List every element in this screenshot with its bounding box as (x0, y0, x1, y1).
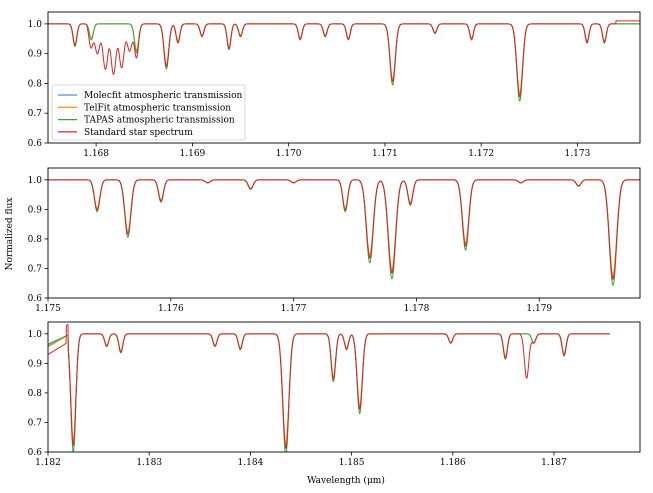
legend-label-telfit: TelFit atmospheric transmission (84, 103, 231, 113)
legend-label-molecfit: Molecfit atmospheric transmission (84, 91, 243, 101)
x-tick-label: 1.186 (440, 458, 466, 468)
x-tick-label: 1.173 (565, 149, 591, 159)
x-tick-label: 1.177 (281, 304, 307, 314)
series-molecfit-line (48, 333, 610, 447)
y-tick-label: 0.7 (28, 264, 43, 274)
series-star-line (48, 324, 610, 449)
y-axis-label: Normalized flux (5, 198, 15, 271)
y-tick-label: 0.8 (28, 389, 43, 399)
x-tick-label: 1.178 (404, 304, 430, 314)
y-tick-label: 0.9 (28, 359, 43, 369)
legend-label-tapas: TAPAS atmospheric transmission (84, 116, 235, 126)
legend-label-star: Standard star spectrum (84, 128, 193, 138)
series-telfit-line (48, 23, 640, 94)
panel-middle: 1.175 1.176 1.177 1.178 1.179 0.6 0.7 0.8 0.9 1.0 (28, 167, 641, 314)
panel-bottom: 1.182 1.183 1.184 1.185 1.186 1.187 0.6 0.7 0.8 0… (28, 321, 641, 468)
plot-frame (47, 321, 641, 453)
x-tick-label: 1.185 (339, 458, 365, 468)
x-tick-label: 1.168 (83, 149, 109, 159)
series-molecfit-line (48, 179, 640, 278)
panel-top: 1.168 1.169 1.170 1.171 1.172 1.173 0.6 0.7 0.8 0… (28, 11, 641, 159)
x-tick-label: 1.182 (35, 458, 61, 468)
y-tick-label: 1.0 (28, 20, 43, 30)
legend-box (51, 84, 246, 141)
x-tick-label: 1.169 (180, 149, 206, 159)
y-tick-label: 0.6 (28, 139, 43, 149)
y-tick-label: 0.9 (28, 205, 43, 215)
y-tick-label: 0.8 (28, 79, 43, 89)
legend: Molecfit atmospheric transmission TelFit … (51, 84, 246, 141)
x-tick-label: 1.187 (541, 458, 567, 468)
series-tapas-line (48, 333, 610, 452)
series-tapas-line (48, 179, 640, 286)
x-tick-label: 1.171 (372, 149, 398, 159)
x-tick-label: 1.175 (35, 304, 61, 314)
x-tick-label: 1.170 (276, 149, 302, 159)
y-tick-label: 0.8 (28, 235, 43, 245)
series-star-line (48, 179, 640, 280)
y-tick-label: 0.7 (28, 109, 43, 119)
series-telfit-line (48, 179, 640, 275)
x-tick-label: 1.179 (526, 304, 552, 314)
x-tick-label: 1.176 (158, 304, 184, 314)
y-tick-label: 0.6 (28, 294, 43, 304)
y-tick-label: 0.9 (28, 50, 43, 60)
series-telfit-line (48, 333, 610, 444)
x-axis-label: Wavelength (μm) (307, 475, 385, 486)
plot-frame (47, 167, 641, 299)
x-tick-label: 1.183 (136, 458, 162, 468)
x-tick-label: 1.184 (238, 458, 264, 468)
plot-frame (47, 11, 641, 144)
y-tick-label: 1.0 (28, 330, 43, 340)
series-star-line (48, 20, 640, 98)
y-tick-label: 0.7 (28, 418, 43, 428)
y-tick-label: 1.0 (28, 176, 43, 186)
y-tick-label: 0.6 (28, 448, 43, 458)
x-tick-label: 1.172 (468, 149, 494, 159)
